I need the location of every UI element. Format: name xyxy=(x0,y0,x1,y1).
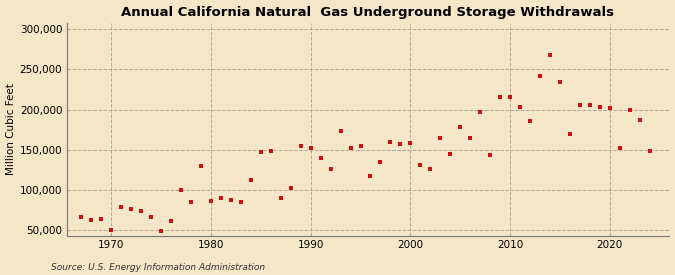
Point xyxy=(176,188,186,192)
Point xyxy=(524,119,535,123)
Point xyxy=(206,198,217,203)
Point xyxy=(196,164,207,168)
Point xyxy=(415,163,426,167)
Point xyxy=(604,106,615,110)
Point xyxy=(236,200,246,204)
Point xyxy=(425,167,435,171)
Point xyxy=(286,185,296,190)
Point xyxy=(514,105,525,109)
Point xyxy=(246,177,256,182)
Point xyxy=(265,149,276,154)
Point xyxy=(166,219,177,223)
Y-axis label: Million Cubic Feet: Million Cubic Feet xyxy=(5,83,16,175)
Point xyxy=(186,200,196,204)
Point xyxy=(564,131,575,136)
Point xyxy=(116,205,127,209)
Point xyxy=(614,146,625,150)
Point xyxy=(345,146,356,150)
Point xyxy=(215,196,226,200)
Point xyxy=(594,105,605,109)
Point xyxy=(475,110,485,114)
Point xyxy=(385,139,396,144)
Point xyxy=(545,53,556,57)
Point xyxy=(335,129,346,133)
Point xyxy=(634,118,645,122)
Point xyxy=(305,146,316,150)
Point xyxy=(136,209,146,213)
Point xyxy=(574,103,585,108)
Point xyxy=(365,174,376,178)
Point xyxy=(126,207,137,212)
Point xyxy=(455,125,466,130)
Point xyxy=(435,136,446,140)
Point xyxy=(405,141,416,145)
Point xyxy=(505,95,516,100)
Point xyxy=(315,156,326,160)
Point xyxy=(106,227,117,232)
Point xyxy=(146,215,157,220)
Point xyxy=(275,196,286,200)
Point xyxy=(644,148,655,153)
Point xyxy=(355,144,366,148)
Point xyxy=(485,153,495,158)
Point xyxy=(535,74,545,79)
Point xyxy=(96,217,107,221)
Point xyxy=(76,214,87,219)
Point xyxy=(495,95,506,100)
Point xyxy=(325,167,336,171)
Point xyxy=(156,229,167,233)
Point xyxy=(464,136,475,140)
Point xyxy=(554,80,565,84)
Point xyxy=(624,107,635,112)
Point xyxy=(86,218,97,222)
Point xyxy=(375,160,386,164)
Point xyxy=(585,103,595,108)
Point xyxy=(295,144,306,148)
Text: Source: U.S. Energy Information Administration: Source: U.S. Energy Information Administ… xyxy=(51,263,265,272)
Point xyxy=(225,197,236,202)
Point xyxy=(255,150,266,155)
Title: Annual California Natural  Gas Underground Storage Withdrawals: Annual California Natural Gas Undergroun… xyxy=(122,6,614,18)
Point xyxy=(445,152,456,156)
Point xyxy=(395,142,406,146)
